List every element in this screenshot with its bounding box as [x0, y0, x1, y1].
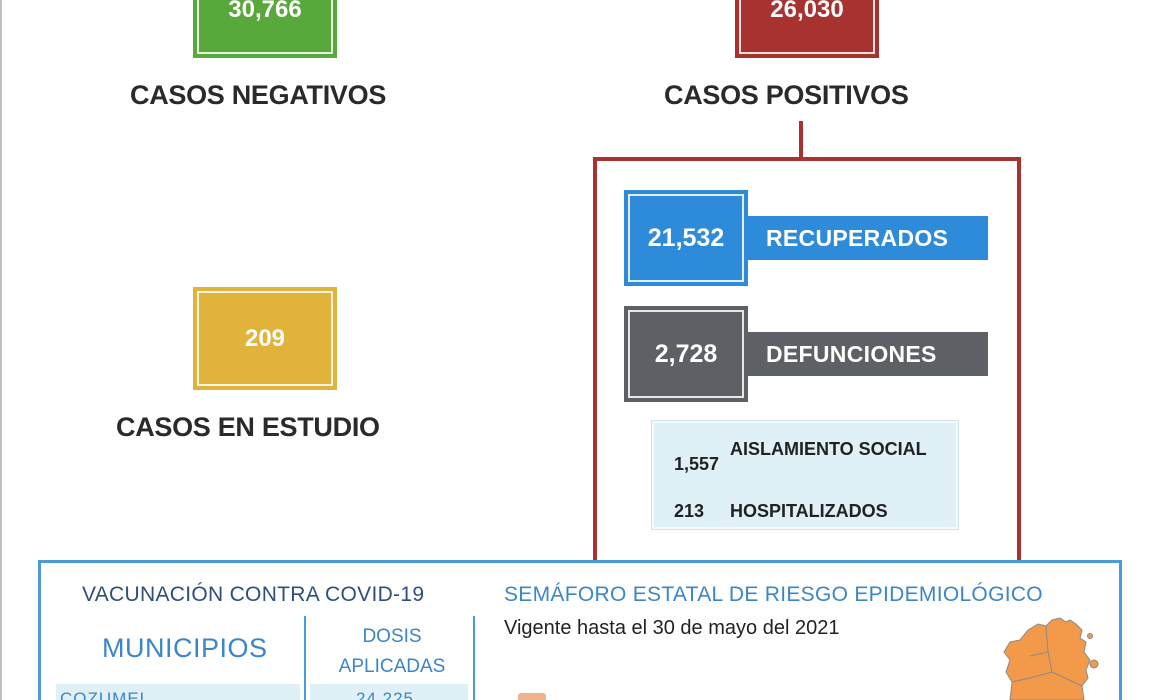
detail-box: 1,557 AISLAMIENTO SOCIAL 213 HOSPITALIZA… [652, 421, 958, 529]
positive-cases-value: 26,030 [770, 0, 844, 23]
vaccination-panel [38, 560, 1122, 700]
hospitalized-value: 213 [674, 501, 705, 521]
vaccination-title: VACUNACIÓN CONTRA COVID-19 [82, 583, 425, 606]
study-cases-value: 209 [244, 324, 286, 352]
recovered-value: 21,532 [647, 223, 725, 252]
semaphore-title: SEMÁFORO ESTATAL DE RIESGO EPIDEMIOLÓGIC… [504, 583, 1043, 606]
doses-header: DOSIS APLICADAS [316, 622, 468, 682]
hospitalized-label: HOSPITALIZADOS [730, 501, 888, 521]
table-row-bg [310, 684, 468, 700]
positive-connector-line [799, 121, 803, 159]
deaths-value: 2,728 [654, 339, 718, 368]
table-row-bg [56, 684, 300, 700]
negative-cases-value: 30,766 [228, 0, 302, 23]
deaths-label: DEFUNCIONES [746, 332, 988, 376]
isolation-value: 1,557 [674, 454, 720, 474]
isolation-label: AISLAMIENTO SOCIAL [730, 439, 927, 459]
semaphore-indicator [518, 693, 546, 700]
recovered-label: RECUPERADOS [746, 216, 988, 260]
positive-cases-box: 26,030 [735, 0, 879, 58]
negative-cases-label: CASOS NEGATIVOS [130, 80, 387, 110]
recovered-value-box: 21,532 [624, 190, 748, 286]
doses-header-line2: APLICADAS [338, 656, 446, 677]
doses-header-line1: DOSIS [362, 626, 422, 647]
positive-cases-label: CASOS POSITIVOS [664, 80, 909, 110]
deaths-value-box: 2,728 [624, 306, 748, 402]
left-border [0, 0, 2, 700]
study-cases-box: 209 [193, 287, 337, 390]
study-cases-label: CASOS EN ESTUDIO [116, 412, 380, 442]
column-divider [473, 616, 475, 700]
table-row-dosis: 24,225 [356, 689, 414, 700]
column-divider [304, 616, 306, 700]
table-row-municipio: COZUMEL [60, 689, 151, 700]
state-map-icon [1003, 617, 1099, 700]
negative-cases-box: 30,766 [193, 0, 337, 58]
semaphore-subtitle: Vigente hasta el 30 de mayo del 2021 [504, 617, 840, 639]
municipalities-header: MUNICIPIOS [102, 633, 268, 663]
